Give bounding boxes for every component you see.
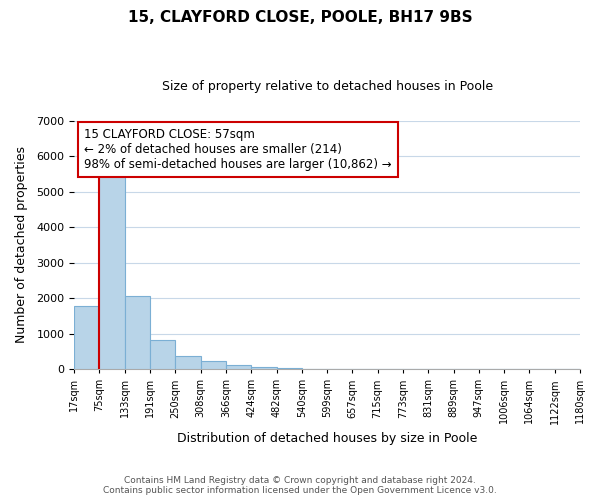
Bar: [226, 365, 251, 369]
Text: Contains HM Land Registry data © Crown copyright and database right 2024.
Contai: Contains HM Land Registry data © Crown c…: [103, 476, 497, 495]
Bar: [251, 368, 277, 369]
Bar: [277, 368, 302, 369]
Bar: [74, 306, 100, 369]
Title: Size of property relative to detached houses in Poole: Size of property relative to detached ho…: [161, 80, 493, 93]
Bar: [150, 340, 175, 369]
Bar: [200, 361, 226, 369]
Text: 15, CLAYFORD CLOSE, POOLE, BH17 9BS: 15, CLAYFORD CLOSE, POOLE, BH17 9BS: [128, 10, 472, 25]
Y-axis label: Number of detached properties: Number of detached properties: [15, 146, 28, 344]
Bar: [100, 165, 125, 369]
Bar: [125, 296, 150, 369]
Text: 15 CLAYFORD CLOSE: 57sqm
← 2% of detached houses are smaller (214)
98% of semi-d: 15 CLAYFORD CLOSE: 57sqm ← 2% of detache…: [84, 128, 392, 171]
X-axis label: Distribution of detached houses by size in Poole: Distribution of detached houses by size …: [177, 432, 477, 445]
Bar: [175, 356, 200, 369]
